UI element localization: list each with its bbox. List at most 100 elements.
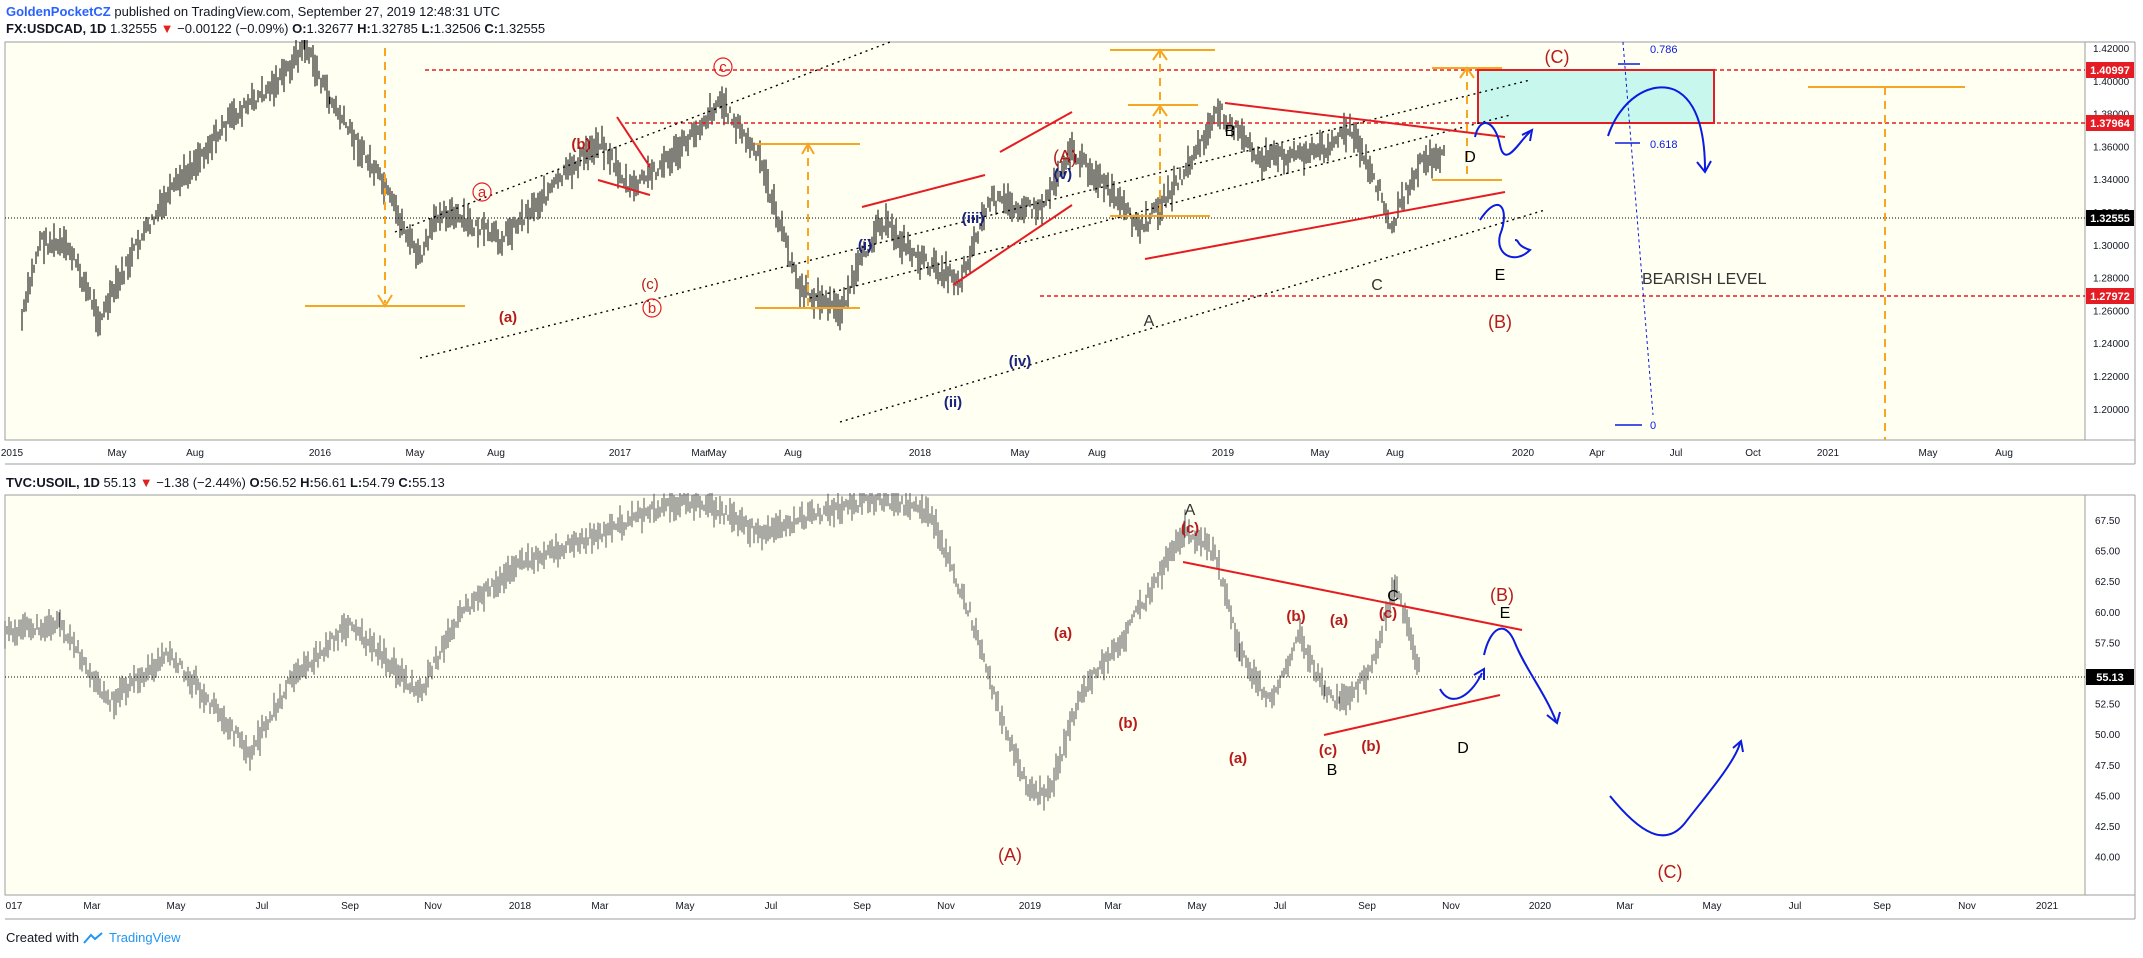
wave-lines[interactable] (597, 102, 1506, 286)
label-C: C (1387, 588, 1399, 605)
label-wave-v: (v) (1054, 166, 1072, 183)
label-A: A (1185, 502, 1196, 519)
time-tick: May (1703, 901, 1722, 912)
tag-1-27972: 1.27972 (2090, 291, 2130, 303)
usoil-close: 55.13 (412, 475, 445, 490)
time-tick: 2021 (1817, 448, 1840, 459)
label-wave-i: (i) (858, 237, 872, 254)
label-D: D (1464, 149, 1476, 166)
time-tick: Mar (83, 901, 101, 912)
usdcad-price-series (21, 40, 1445, 337)
time-tick: 2021 (2036, 901, 2059, 912)
label-b-paren: (b) (571, 136, 590, 153)
time-tick: 2018 (909, 448, 932, 459)
label-c-1: (c) (1181, 520, 1199, 537)
label-c-paren: (c) (641, 276, 659, 293)
target-zone[interactable] (1477, 69, 1715, 124)
usdcad-low: 1.32506 (433, 21, 481, 36)
wave-labels: (C) (B) (A) 0.786 0.618 0 BEARISH LEVEL … (472, 44, 1767, 432)
price-tick: 60.00 (2095, 608, 2120, 619)
price-tick: 40.00 (2095, 853, 2120, 864)
label-A-big: (A) (1053, 147, 1077, 167)
usdcad-chart[interactable]: 1.420001.400001.380001.360001.340001.320… (0, 40, 2143, 468)
price-tick: 62.50 (2095, 577, 2120, 588)
time-tick: 2018 (509, 901, 532, 912)
label-a-circle: a (478, 184, 487, 201)
usoil-legend: TVC:USOIL, 1D 55.13 ▼ −1.38 (−2.44%) O:5… (6, 475, 445, 490)
time-tick: Jul (1274, 901, 1287, 912)
usdcad-legend: FX:USDCAD, 1D 1.32555 ▼ −0.00122 (−0.09%… (6, 21, 545, 36)
price-tags: 55.13 (2086, 669, 2134, 685)
time-tick: Nov (424, 901, 442, 912)
close-label: C: (484, 21, 499, 36)
time-tick: Nov (1958, 901, 1976, 912)
time-tick: Jul (1789, 901, 1802, 912)
time-tick: Jul (765, 901, 778, 912)
usoil-price-scale[interactable]: 67.5065.0062.5060.0057.5055.0052.5050.00… (2095, 516, 2120, 864)
time-tick: Mar (591, 901, 609, 912)
open-label: O: (292, 21, 307, 36)
time-tick: Aug (1995, 448, 2013, 459)
tradingview-logo-icon[interactable] (83, 931, 105, 944)
price-tick: 65.00 (2095, 547, 2120, 558)
time-tick: May (676, 901, 695, 912)
wave-labels: (A) (B) (C) (c) (a) (b) (a) (b) (a) (c) … (998, 502, 1683, 882)
usoil-time-scale[interactable]: 017 Mar May Jul Sep Nov 2018 Mar May Jul Sep Nov 201… (6, 901, 2059, 912)
label-C: C (1371, 277, 1383, 294)
time-tick: Jul (1670, 448, 1683, 459)
time-tick: May (1011, 448, 1030, 459)
usoil-low: 54.79 (362, 475, 395, 490)
time-tick: 2016 (309, 448, 332, 459)
usoil-chart[interactable]: 67.5065.0062.5060.0057.5055.0052.5050.00… (0, 493, 2143, 923)
projection-arrows[interactable] (1474, 40, 1712, 426)
time-tick: Nov (1442, 901, 1460, 912)
usdcad-price-scale[interactable]: 1.420001.400001.380001.360001.340001.320… (2093, 44, 2130, 416)
triangle-lines[interactable] (1182, 561, 1523, 736)
time-tick: May (108, 448, 127, 459)
time-tick: Mar (1104, 901, 1122, 912)
projection-arrows[interactable] (1439, 627, 1744, 837)
label-C-big: (C) (1658, 862, 1683, 882)
time-tick: Sep (341, 901, 359, 912)
tag-1-37964: 1.37964 (2090, 118, 2131, 130)
usdcad-close: 1.32555 (498, 21, 546, 36)
usoil-price-series (4, 493, 1420, 811)
time-tick: Sep (1358, 901, 1376, 912)
usoil-high: 56.61 (313, 475, 347, 490)
label-a-paren: (a) (499, 309, 517, 326)
price-tick: 1.34000 (2093, 175, 2130, 186)
down-arrow-icon: ▼ (160, 21, 174, 36)
low-label: L: (349, 475, 363, 490)
label-E: E (1495, 267, 1506, 284)
price-tick: 1.40000 (2093, 77, 2130, 88)
price-tick: 1.20000 (2093, 405, 2130, 416)
time-tick: May (1188, 901, 1207, 912)
label-A-big: (A) (998, 845, 1022, 865)
price-tags: 1.40997 1.37964 1.32555 1.27972 (2086, 62, 2134, 304)
time-tick: 017 (6, 901, 23, 912)
author-link[interactable]: GoldenPocketCZ (6, 4, 111, 19)
time-tick: Oct (1745, 448, 1761, 459)
label-D: D (1457, 740, 1469, 757)
price-tick: 57.50 (2095, 638, 2120, 649)
usdcad-plot-area (4, 41, 2086, 441)
time-tick: May (708, 448, 727, 459)
price-tick: 52.50 (2095, 700, 2120, 711)
usdcad-symbol[interactable]: FX:USDCAD, 1D (6, 21, 107, 36)
time-tick: Aug (784, 448, 802, 459)
open-label: O: (249, 475, 264, 490)
usoil-symbol[interactable]: TVC:USOIL, 1D (6, 475, 100, 490)
time-tick: Mar (1616, 901, 1634, 912)
price-tick: 1.28000 (2093, 274, 2130, 285)
channel-upper[interactable] (394, 41, 891, 233)
label-wave-iv: (iv) (1009, 353, 1032, 370)
time-tick: Aug (186, 448, 204, 459)
tradingview-link[interactable]: TradingView (108, 930, 181, 945)
price-tick: 42.50 (2095, 822, 2120, 833)
price-tick: 1.30000 (2093, 241, 2130, 252)
time-tick: Mar (691, 448, 709, 459)
label-B: B (1327, 762, 1338, 779)
measured-moves[interactable] (305, 48, 1965, 440)
channel-base[interactable] (839, 209, 1546, 423)
